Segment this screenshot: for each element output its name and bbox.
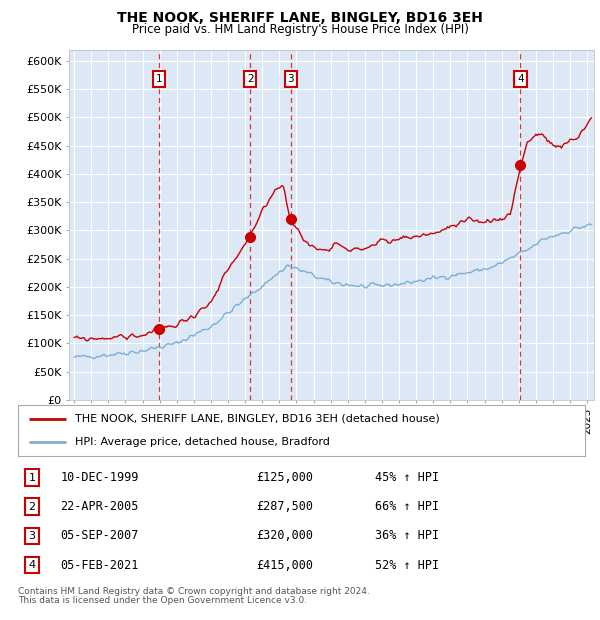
Text: 1: 1	[29, 472, 35, 482]
Text: THE NOOK, SHERIFF LANE, BINGLEY, BD16 3EH (detached house): THE NOOK, SHERIFF LANE, BINGLEY, BD16 3E…	[75, 414, 439, 423]
Text: 3: 3	[29, 531, 35, 541]
Text: 4: 4	[517, 74, 524, 84]
Text: £125,000: £125,000	[256, 471, 313, 484]
Text: 52% ↑ HPI: 52% ↑ HPI	[375, 559, 439, 572]
Text: 3: 3	[287, 74, 294, 84]
Text: 1: 1	[155, 74, 162, 84]
Text: £320,000: £320,000	[256, 529, 313, 542]
Text: 10-DEC-1999: 10-DEC-1999	[61, 471, 139, 484]
Text: HPI: Average price, detached house, Bradford: HPI: Average price, detached house, Brad…	[75, 437, 329, 447]
Text: 05-SEP-2007: 05-SEP-2007	[61, 529, 139, 542]
Text: £287,500: £287,500	[256, 500, 313, 513]
Text: THE NOOK, SHERIFF LANE, BINGLEY, BD16 3EH: THE NOOK, SHERIFF LANE, BINGLEY, BD16 3E…	[117, 11, 483, 25]
Text: 4: 4	[29, 560, 36, 570]
Text: 36% ↑ HPI: 36% ↑ HPI	[375, 529, 439, 542]
Text: Contains HM Land Registry data © Crown copyright and database right 2024.: Contains HM Land Registry data © Crown c…	[18, 587, 370, 596]
Text: Price paid vs. HM Land Registry's House Price Index (HPI): Price paid vs. HM Land Registry's House …	[131, 23, 469, 36]
Text: 45% ↑ HPI: 45% ↑ HPI	[375, 471, 439, 484]
Text: £415,000: £415,000	[256, 559, 313, 572]
Text: 2: 2	[29, 502, 36, 512]
Text: 22-APR-2005: 22-APR-2005	[61, 500, 139, 513]
Text: 66% ↑ HPI: 66% ↑ HPI	[375, 500, 439, 513]
Text: 2: 2	[247, 74, 254, 84]
Text: This data is licensed under the Open Government Licence v3.0.: This data is licensed under the Open Gov…	[18, 596, 307, 606]
Text: 05-FEB-2021: 05-FEB-2021	[61, 559, 139, 572]
